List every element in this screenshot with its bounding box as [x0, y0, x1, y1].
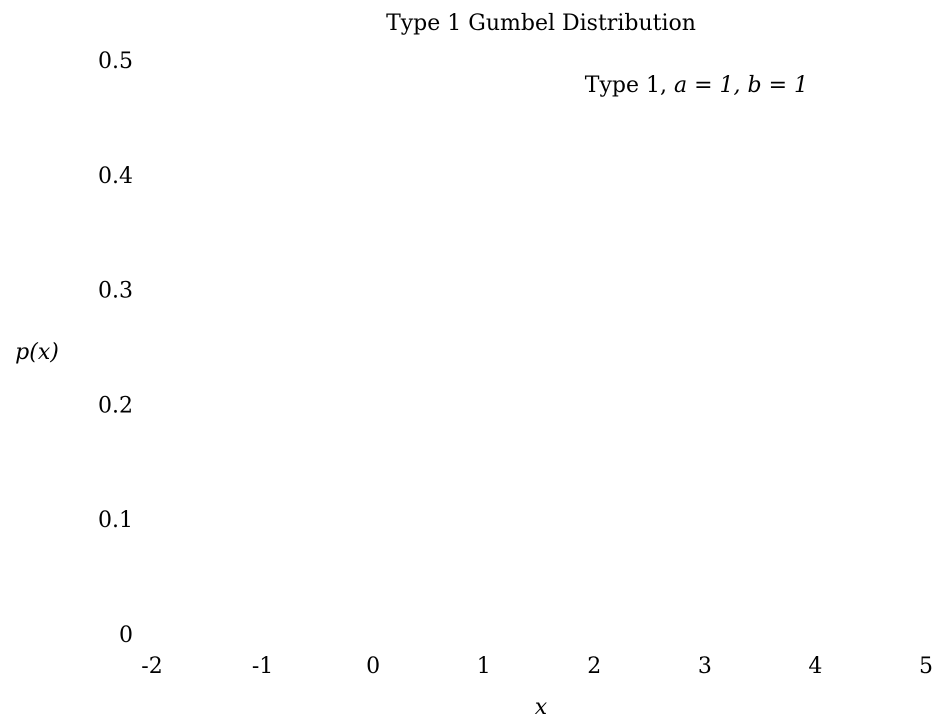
x-axis-ticks: -2 -1 0 1 2 3 4 5 — [141, 654, 933, 679]
y-tick-label: 0.3 — [98, 279, 133, 304]
y-axis-label: p(x) — [15, 340, 59, 365]
x-tick-label: 0 — [366, 654, 380, 679]
x-tick-label: 4 — [808, 654, 822, 679]
legend: Type 1, a = 1, b = 1 — [585, 73, 808, 98]
y-axis-ticks: 0 0.1 0.2 0.3 0.4 0.5 — [98, 49, 133, 648]
chart-title: Type 1 Gumbel Distribution — [386, 11, 696, 36]
legend-entry-prefix: Type 1, — [585, 73, 674, 98]
x-tick-label: 3 — [698, 654, 712, 679]
x-tick-label: 1 — [477, 654, 491, 679]
x-tick-label: 5 — [919, 654, 933, 679]
x-tick-label: -1 — [252, 654, 273, 679]
x-tick-label: 2 — [587, 654, 601, 679]
legend-entry-params: a = 1, b = 1 — [674, 73, 808, 98]
x-tick-label: -2 — [141, 654, 162, 679]
y-tick-label: 0.2 — [98, 393, 133, 418]
x-axis-label: x — [535, 695, 548, 719]
legend-entry-label: Type 1, a = 1, b = 1 — [585, 73, 808, 98]
y-tick-label: 0 — [119, 623, 133, 648]
y-tick-label: 0.5 — [98, 49, 133, 74]
y-tick-label: 0.4 — [98, 164, 133, 189]
y-tick-label: 0.1 — [98, 508, 133, 533]
